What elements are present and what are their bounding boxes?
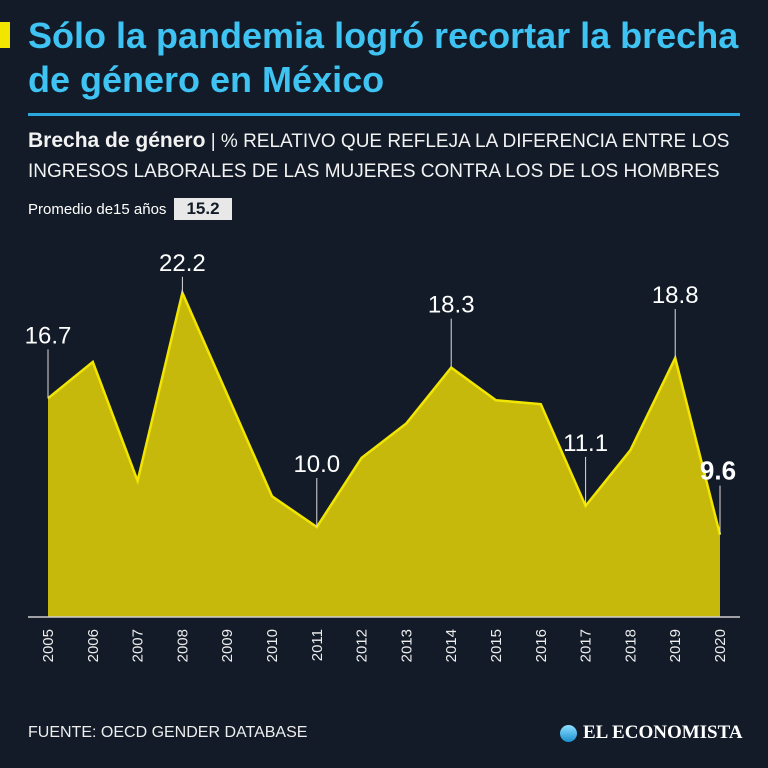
- x-tick-label: 2006: [85, 629, 102, 662]
- globe-icon: [560, 724, 577, 742]
- average-label: Promedio de15 años: [28, 200, 167, 218]
- data-label: 22.2: [159, 250, 206, 277]
- x-tick-label: 2018: [622, 629, 639, 662]
- x-tick-label: 2013: [398, 629, 415, 662]
- x-tick-label: 2014: [443, 629, 460, 662]
- logo-text: EL ECONOMISTA: [583, 722, 743, 743]
- x-tick-label: 2007: [130, 629, 147, 662]
- area-fill: [48, 292, 720, 617]
- data-label: 11.1: [563, 430, 608, 457]
- x-tick-label: 2020: [712, 629, 729, 662]
- subtitle: Brecha de género | % RELATIVO QUE REFLEJ…: [28, 126, 748, 187]
- x-tick-label: 2015: [488, 629, 505, 662]
- average: Promedio de15 años 15.2: [28, 198, 232, 220]
- title-rule: [28, 113, 740, 116]
- x-tick-label: 2005: [40, 629, 57, 662]
- source: FUENTE: OECD GENDER DATABASE: [28, 724, 308, 741]
- accent-tab: [0, 22, 10, 48]
- data-label: 9.6: [700, 456, 736, 486]
- x-tick-label: 2017: [578, 629, 595, 662]
- logo: EL ECONOMISTA: [560, 722, 743, 744]
- page-title: Sólo la pandemia logró recortar la brech…: [28, 15, 739, 100]
- x-tick-label: 2012: [354, 629, 371, 662]
- x-tick-label: 2011: [309, 629, 326, 661]
- x-tick-label: 2019: [667, 629, 684, 662]
- data-label: 18.3: [428, 292, 475, 319]
- x-tick-label: 2010: [264, 629, 281, 662]
- average-value: 15.2: [174, 198, 232, 220]
- area-line: [47, 288, 722, 535]
- x-tick-label: 2009: [219, 629, 236, 662]
- subtitle-text: | % RELATIVO QUE REFLEJA LA DIFERENCIA E…: [28, 131, 730, 182]
- x-tick-label: 2016: [533, 629, 550, 662]
- x-tick-label: 2008: [174, 629, 191, 662]
- subtitle-bold: Brecha de género: [28, 129, 206, 152]
- data-label: 10.0: [293, 451, 340, 478]
- data-label: 16.7: [25, 322, 72, 349]
- data-label: 18.8: [652, 282, 699, 309]
